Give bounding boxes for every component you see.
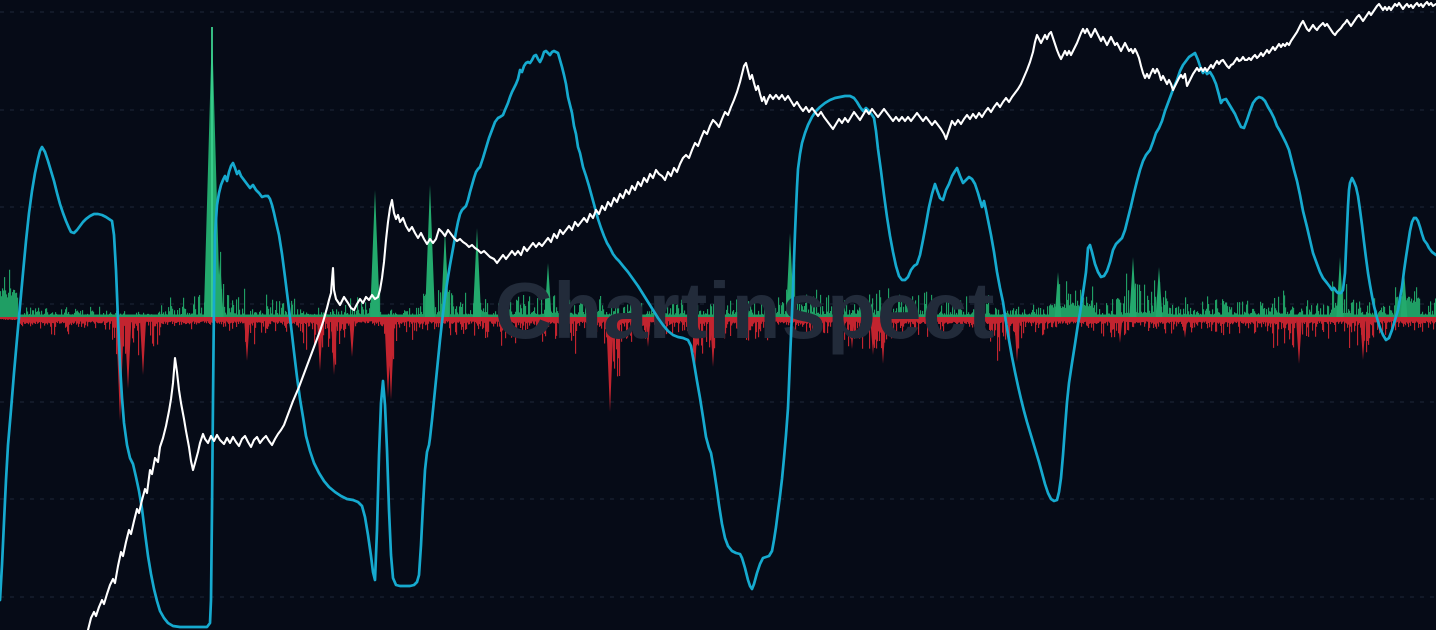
histogram-spike-needle <box>211 27 213 317</box>
oscillator-line <box>0 49 1436 629</box>
histogram-positive-bars <box>0 242 1436 317</box>
price-line <box>86 0 1436 630</box>
